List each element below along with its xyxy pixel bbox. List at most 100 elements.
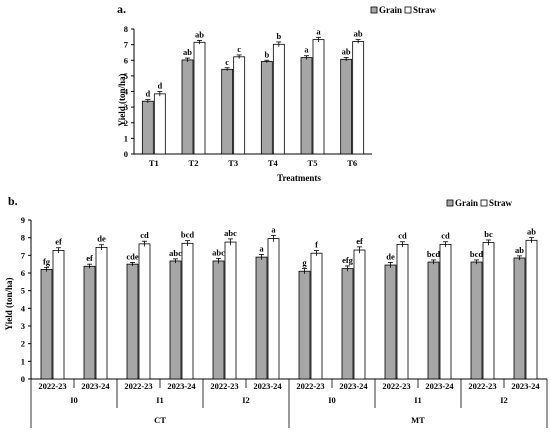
panel-b-y-tick-label: 1 [21, 356, 25, 366]
panel-b-significance-letter: bc [484, 229, 493, 239]
panel-b-significance-letter: ab [527, 227, 536, 237]
panel-a-legend-label-straw: Straw [413, 5, 436, 15]
panel-b-bar-straw [310, 252, 323, 380]
panel-a-bar-straw [153, 93, 166, 155]
panel-a-chart: a. Yield (ton/ha) Treatments 0 1 2 3 4 5 6 7 8 dd… [117, 2, 436, 183]
panel-b-bar-straw [95, 246, 108, 380]
panel-b-y-tick-label: 6 [21, 268, 25, 278]
panel-a-significance-letter: d [145, 89, 150, 99]
panel-b-y-tick-label: 7 [21, 250, 26, 260]
panel-a-legend-swatch-straw [404, 6, 412, 14]
panel-a-y-tick-label: 7 [124, 40, 129, 50]
panel-b-x-tick-label: 2022-23 [296, 381, 324, 391]
panel-b-significance-letter: ef [356, 236, 363, 246]
panel-b-x-tick-label: 2022-23 [210, 381, 238, 391]
panel-b-legend-swatch-grain [446, 199, 454, 207]
panel-a-x-tick-label: T6 [347, 158, 357, 168]
panel-b-significance-letter: cd [140, 230, 149, 240]
panel-b-y-tick-label: 5 [21, 286, 25, 296]
panel-a-y-tick-label: 1 [124, 133, 128, 143]
panel-b-bar-grain [384, 264, 397, 380]
panel-b-x-tick-label: 2022-23 [38, 381, 66, 391]
panel-b-significance-letter: cde [126, 251, 139, 261]
panel-b-x-tick-label: 2023-24 [511, 381, 540, 391]
panel-a-y-tick-label: 3 [124, 102, 128, 112]
panel-a-significance-letter: ab [342, 46, 351, 56]
panel-b-bar-grain [169, 260, 182, 380]
panel-a-significance-letter: ab [183, 47, 192, 57]
panel-a-bar-grain [181, 59, 194, 155]
panel-a-bar-grain [221, 68, 234, 155]
panel-a-y-axis-title: Yield (ton/ha) [117, 74, 127, 127]
panel-b-y-tick-label: 8 [21, 233, 25, 243]
panel-a-x-tick-label: T5 [308, 158, 318, 168]
panel-b-significance-letter: a [259, 243, 264, 253]
panel-b-subgroup-label: I2 [242, 395, 250, 405]
panel-b-significance-letter: abc [212, 247, 225, 257]
panel-b-bar-grain [126, 263, 139, 380]
panel-a-x-axis-title: Treatments [277, 173, 321, 183]
panel-b-bar-grain [470, 261, 483, 380]
panel-b-subgroup-label: I2 [500, 395, 508, 405]
panel-b-label: b. [8, 194, 18, 208]
panel-a-y-tick-label: 2 [124, 118, 128, 128]
panel-b-x-tick-label: 2023-24 [81, 381, 110, 391]
panel-a-y-tick-label: 6 [124, 55, 128, 65]
panel-a-label: a. [117, 2, 126, 16]
panel-b-y-tick-label: 0 [21, 374, 25, 384]
panel-a-significance-letter: b [276, 31, 281, 41]
panel-a-x-tick-label: T1 [149, 158, 159, 168]
panel-b-group-label: CT [154, 415, 166, 425]
panel-b-significance-letter: cd [441, 231, 450, 241]
panel-a-significance-letter: a [304, 45, 309, 55]
panel-a-bar-straw [193, 41, 206, 155]
panel-b-significance-letter: bcd [427, 249, 441, 259]
panel-b-significance-letter: ef [55, 237, 62, 247]
panel-a-legend-label-grain: Grain [379, 5, 402, 15]
panel-a-y-tick-label: 5 [124, 71, 128, 81]
panel-b-subgroup-label: I1 [414, 395, 422, 405]
panel-b-significance-letter: a [271, 224, 276, 234]
panel-b-significance-letter: ab [515, 245, 524, 255]
panel-b-bar-grain [83, 265, 96, 380]
panel-b-significance-letter: f [315, 240, 318, 250]
panel-b-significance-letter: abc [224, 228, 237, 238]
panel-b-significance-letter: cd [398, 231, 407, 241]
panel-b-group-label: MT [411, 415, 425, 425]
panel-b-bar-grain [341, 268, 354, 380]
panel-b-significance-letter: efg [342, 255, 354, 265]
panel-b-bar-grain [298, 270, 311, 380]
panel-a-bar-grain [340, 58, 353, 155]
panel-b-significance-letter: abc [169, 248, 182, 258]
panel-b-significance-letter: de [386, 251, 395, 261]
panel-b-bar-straw [396, 243, 409, 380]
panel-a-bar-straw [312, 39, 325, 155]
panel-b-bar-grain [40, 269, 53, 380]
panel-a-bar-grain [300, 57, 313, 155]
panel-b-bar-straw [439, 243, 452, 380]
panel-a-bar-straw [272, 43, 285, 155]
panel-b-bar-grain [212, 260, 225, 380]
panel-a-x-tick-label: T4 [268, 158, 279, 168]
panel-b-bar-straw [224, 241, 237, 380]
panel-b-bar-straw [181, 242, 194, 380]
panel-b-x-tick-label: 2023-24 [339, 381, 368, 391]
panel-b-legend-label-straw: Straw [489, 198, 512, 208]
panel-b-significance-letter: de [97, 234, 106, 244]
panel-b-subgroup-label: I0 [328, 395, 336, 405]
panel-b-significance-letter: g [302, 258, 307, 268]
panel-a-significance-letter: ab [195, 29, 204, 39]
panel-a-x-tick-label: T2 [189, 158, 199, 168]
panel-a-y-tick-label: 8 [124, 24, 128, 34]
panel-a-significance-letter: c [237, 44, 241, 54]
panel-b-bar-straw [267, 238, 280, 380]
panel-b-bar-straw [353, 249, 366, 380]
panel-a-significance-letter: c [225, 57, 229, 67]
panel-b-bar-straw [525, 239, 538, 380]
panel-b-x-tick-label: 2022-23 [124, 381, 152, 391]
panel-b-x-tick-label: 2023-24 [425, 381, 454, 391]
panel-b-chart: b. Yield (ton/ha) 0123456789fgefefdecdec… [4, 194, 548, 428]
panel-b-significance-letter: fg [43, 256, 51, 266]
panel-b-y-tick-label: 9 [21, 215, 25, 225]
